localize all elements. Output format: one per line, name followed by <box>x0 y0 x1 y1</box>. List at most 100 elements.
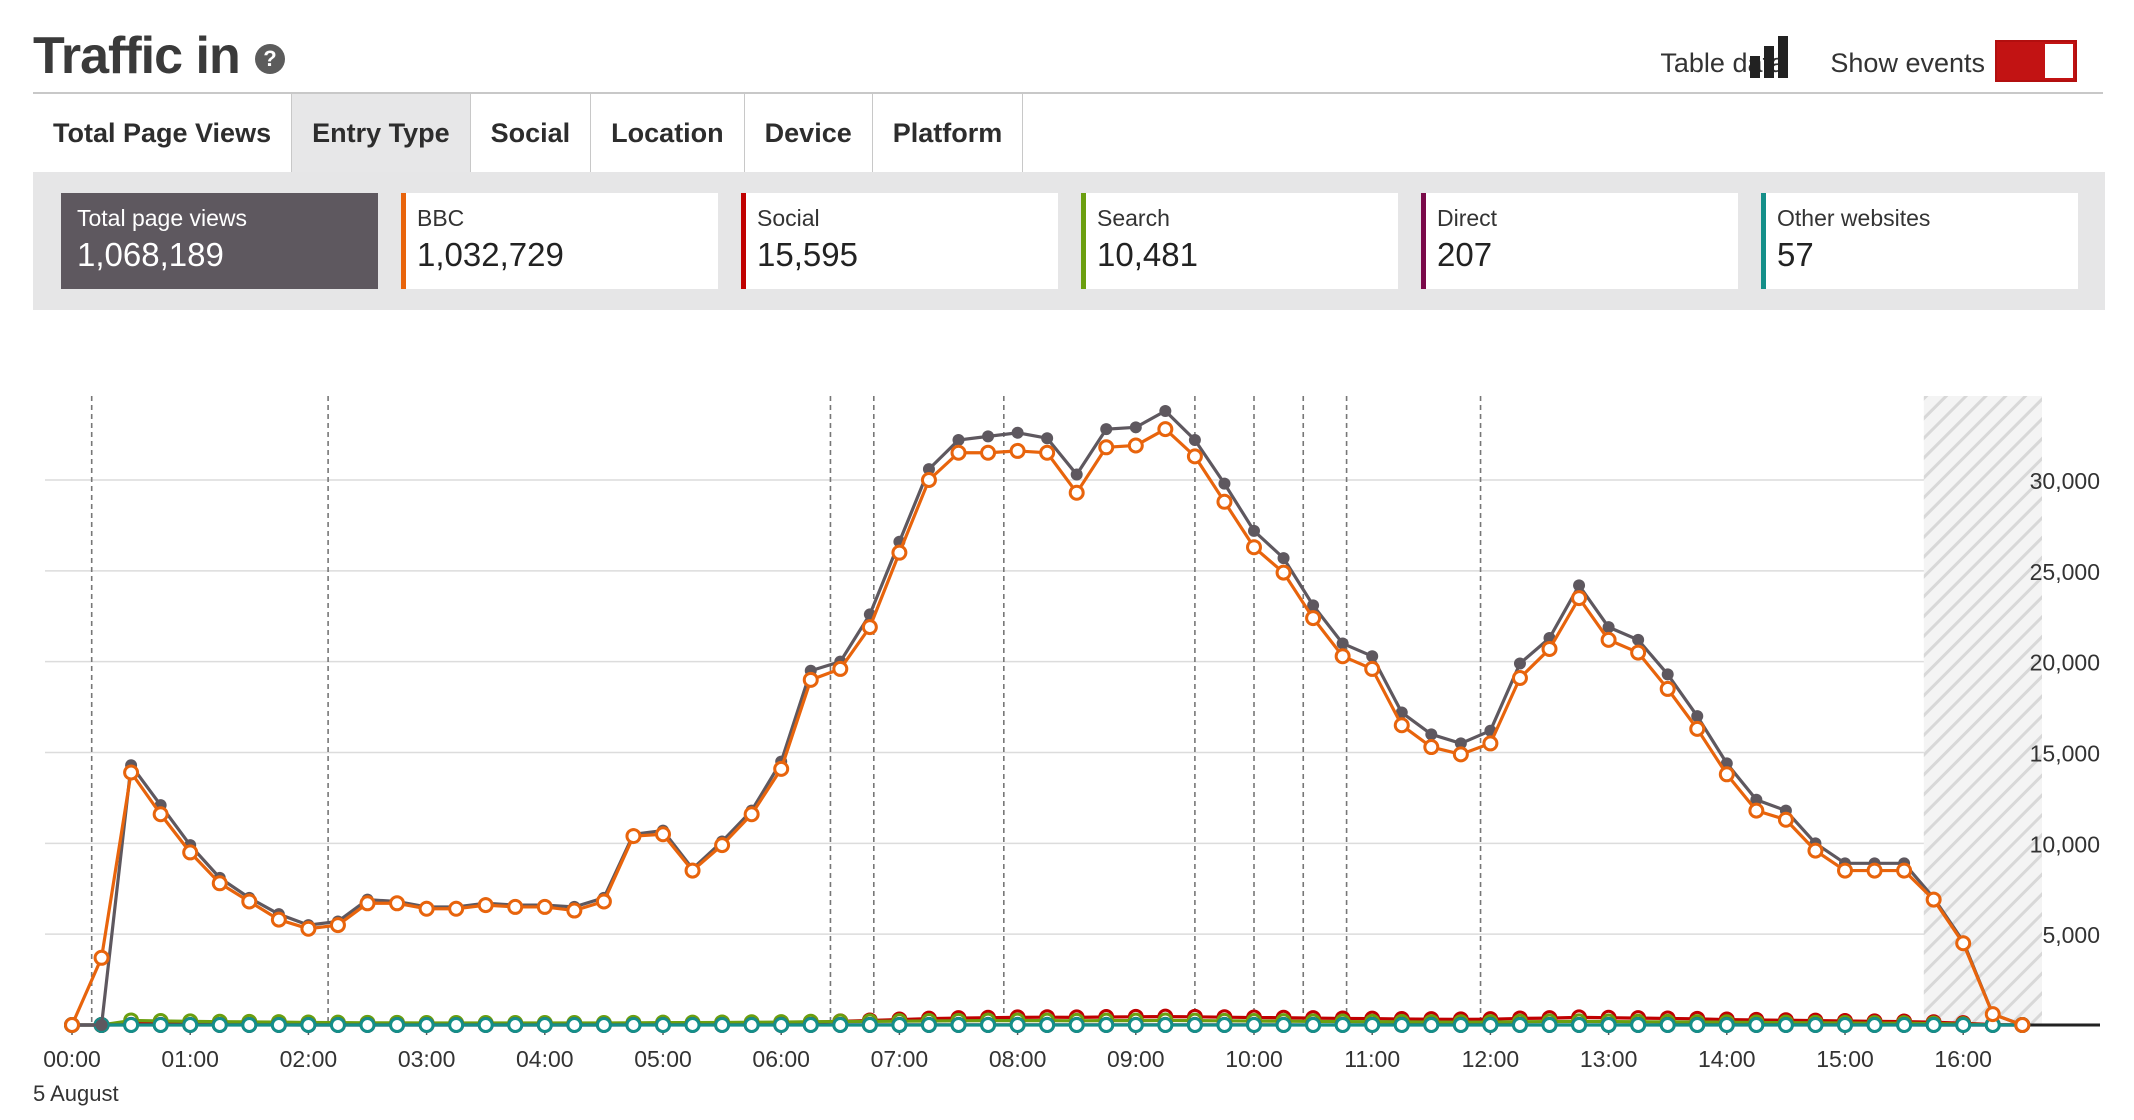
data-point <box>448 900 465 917</box>
tab-location[interactable]: Location <box>591 94 745 172</box>
y-tick-label: 30,000 <box>2030 468 2100 494</box>
x-tick-label: 10:00 <box>1225 1046 1283 1072</box>
page-title: Traffic in <box>33 27 241 85</box>
data-point <box>300 920 317 937</box>
data-point <box>982 430 995 443</box>
data-point <box>1246 1016 1262 1033</box>
data-point <box>329 917 346 934</box>
data-point <box>477 1016 494 1033</box>
incomplete-data-shading <box>1923 396 2042 1025</box>
show-events-label: Show events <box>1830 48 1985 78</box>
data-point <box>329 1016 346 1033</box>
data-point <box>1866 1016 1883 1033</box>
series-line <box>70 427 2023 1027</box>
tab-entry-type[interactable]: Entry Type <box>292 94 471 172</box>
data-point <box>152 1016 169 1033</box>
data-point <box>477 897 494 914</box>
y-tick-label: 25,000 <box>2030 559 2100 585</box>
data-point <box>714 1016 731 1033</box>
data-point <box>1009 442 1026 459</box>
data-point <box>95 1019 108 1031</box>
data-point <box>1423 739 1440 756</box>
data-point <box>920 1016 937 1033</box>
data-point <box>389 895 406 912</box>
data-point <box>922 463 935 476</box>
summary-label: BBC <box>417 205 465 231</box>
data-point <box>1571 590 1588 607</box>
data-point <box>123 1016 140 1033</box>
data-point <box>1334 648 1351 665</box>
data-point <box>1275 564 1292 581</box>
data-point <box>1602 621 1615 634</box>
data-point <box>1689 1016 1706 1033</box>
data-point <box>241 1016 258 1033</box>
data-point <box>1925 1016 1942 1033</box>
data-point <box>1068 1016 1085 1033</box>
data-point <box>1777 1016 1794 1033</box>
data-point <box>1127 437 1144 454</box>
data-point <box>1896 862 1913 879</box>
data-point <box>861 619 878 636</box>
data-point <box>1423 1016 1440 1033</box>
data-point <box>1009 1016 1026 1033</box>
toggle-knob[interactable] <box>2045 44 2073 78</box>
color-bar <box>1761 193 1766 289</box>
tab-device[interactable]: Device <box>745 94 873 172</box>
data-point <box>1157 1016 1174 1033</box>
traffic-chart: 5,000 10,000 15,000 20,000 25,000 30,000 00:00… <box>33 396 2100 1106</box>
summary-value: 207 <box>1437 236 1493 273</box>
data-point <box>241 893 258 910</box>
series-line <box>72 408 2023 1027</box>
data-point <box>300 1016 317 1033</box>
data-point <box>1100 423 1113 436</box>
summary-card-total[interactable]: Total page views 1,068,189 <box>61 193 378 289</box>
data-point <box>1511 670 1528 687</box>
data-point <box>1630 1016 1647 1033</box>
data-point <box>182 1016 199 1033</box>
data-point <box>1216 493 1233 510</box>
data-point <box>1748 802 1765 819</box>
tab-platform[interactable]: Platform <box>873 94 1024 172</box>
x-tick-label: 12:00 <box>1462 1046 1520 1072</box>
data-point <box>1689 720 1706 737</box>
bar-chart-icon[interactable] <box>1748 34 1790 80</box>
help-icon[interactable]: ? <box>255 44 285 74</box>
tab-social[interactable]: Social <box>471 94 592 172</box>
summary-label: Search <box>1097 205 1170 231</box>
x-tick-label: 08:00 <box>989 1046 1047 1072</box>
y-tick-label: 10,000 <box>2030 831 2100 857</box>
data-point <box>1925 891 1942 908</box>
data-point <box>1837 1016 1853 1033</box>
summary-value: 15,595 <box>757 236 858 273</box>
summary-card-search[interactable]: Search 10,481 <box>1081 193 1398 289</box>
data-point <box>684 862 701 879</box>
header: Traffic in ? Table data Show events <box>33 20 2103 94</box>
y-tick-label: 20,000 <box>2030 650 2100 676</box>
x-tick-label: 09:00 <box>1107 1046 1165 1072</box>
summary-card-other-websites[interactable]: Other websites 57 <box>1761 193 2078 289</box>
data-point <box>1691 710 1704 723</box>
data-point <box>1248 524 1260 537</box>
color-bar <box>1421 193 1426 289</box>
tab-total-page-views[interactable]: Total Page Views <box>33 94 293 172</box>
data-point <box>507 898 524 915</box>
data-point <box>891 1016 908 1033</box>
show-events-toggle[interactable] <box>1995 40 2077 82</box>
summary-value: 57 <box>1777 236 1814 273</box>
data-point <box>1364 660 1381 677</box>
data-point <box>1659 1016 1676 1033</box>
data-point <box>1186 448 1203 465</box>
data-point <box>1482 1016 1499 1033</box>
x-tick-label: 05:00 <box>634 1046 692 1072</box>
x-tick-label: 13:00 <box>1580 1046 1638 1072</box>
color-bar <box>741 193 746 289</box>
summary-card-social[interactable]: Social 15,595 <box>741 193 1058 289</box>
data-point <box>359 1016 376 1033</box>
summary-card-direct[interactable]: Direct 207 <box>1421 193 1738 289</box>
data-point <box>595 893 612 910</box>
summary-value: 1,032,729 <box>417 236 564 273</box>
summary-card-bbc[interactable]: BBC 1,032,729 <box>401 193 718 289</box>
data-point <box>1068 484 1085 501</box>
x-tick-label: 15:00 <box>1816 1046 1874 1072</box>
data-point <box>211 875 228 892</box>
